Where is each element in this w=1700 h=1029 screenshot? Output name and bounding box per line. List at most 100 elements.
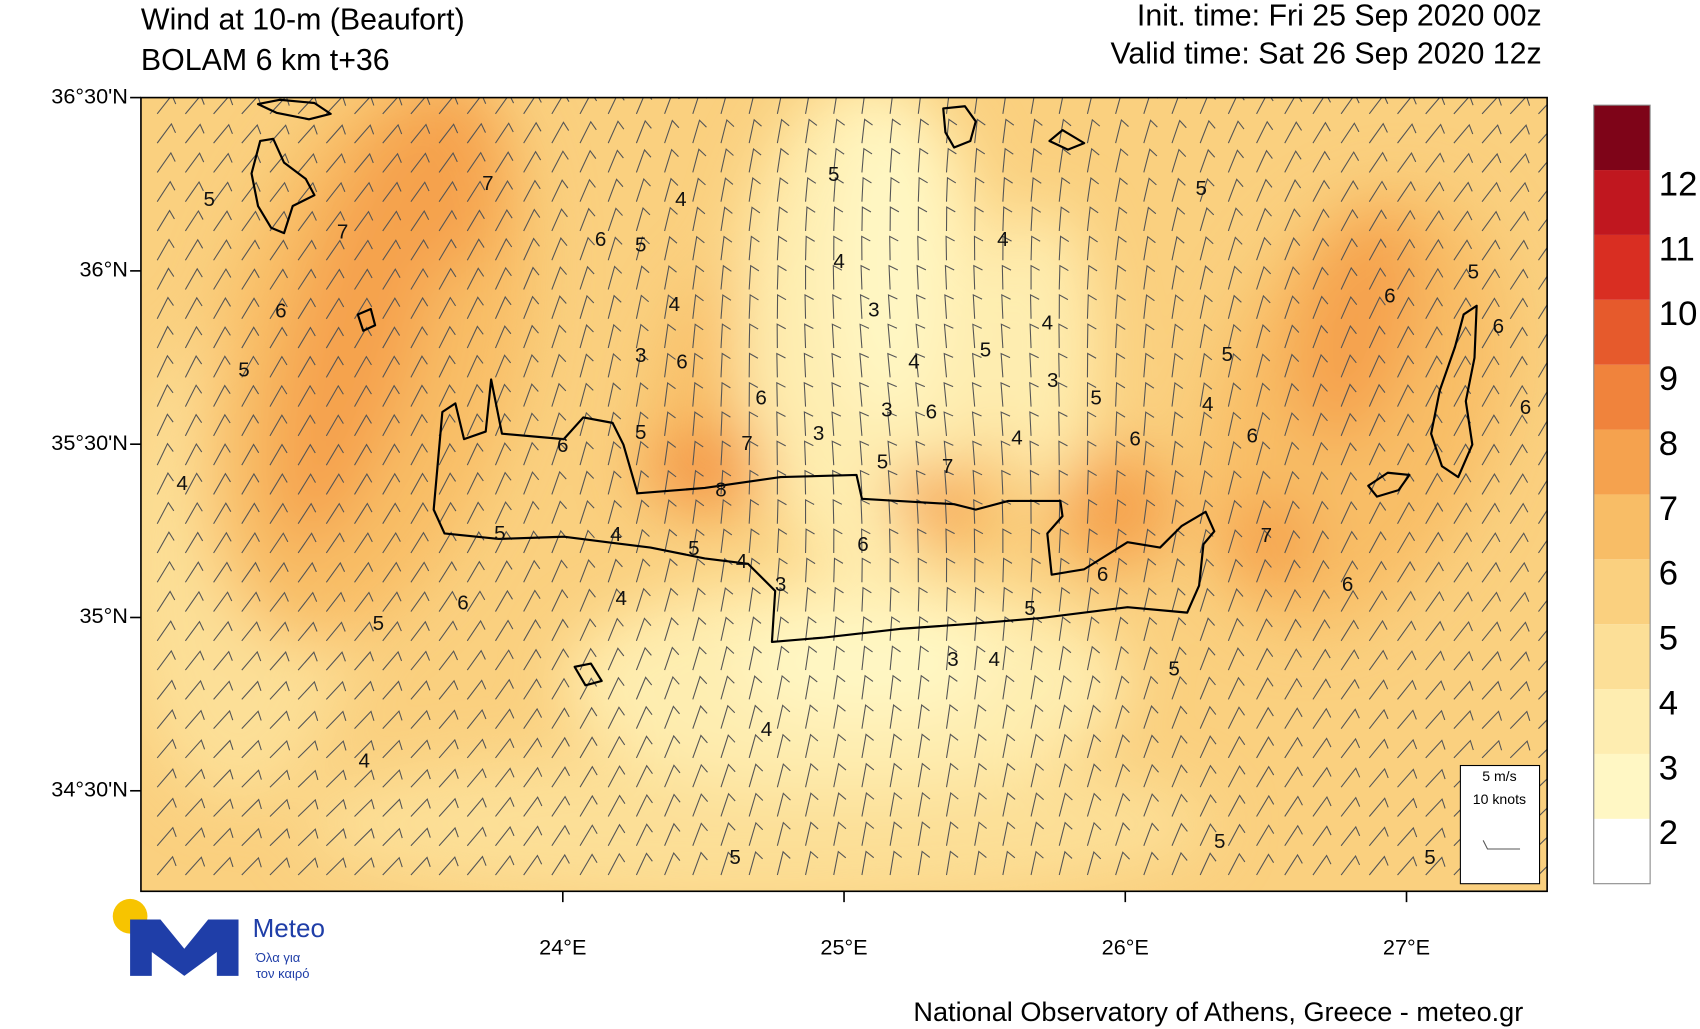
contour-label: 4: [1202, 393, 1213, 416]
wind-barb: [861, 528, 871, 554]
wind-barb: [1368, 679, 1389, 700]
wind-barb: [805, 206, 816, 231]
wind-barb: [438, 590, 458, 612]
wind-barb: [1425, 768, 1446, 788]
wind-barb: [748, 498, 760, 524]
wind-barb: [354, 651, 375, 671]
wind-barb: [776, 177, 789, 202]
wind-barb: [1030, 674, 1044, 700]
contour-label: 6: [857, 533, 868, 556]
wind-barb: [579, 736, 598, 759]
wind-barb: [354, 443, 373, 466]
wind-barb: [1312, 737, 1332, 759]
wind-barb: [1227, 149, 1244, 173]
wind-barb: [664, 734, 681, 759]
wind-barb: [579, 207, 596, 232]
wind-barb: [382, 384, 400, 407]
wind-barb: [833, 616, 845, 641]
wind-barb: [972, 469, 983, 495]
wind-barb: [184, 209, 204, 232]
wind-barb: [1086, 704, 1101, 729]
wind-barb: [325, 532, 345, 554]
wind-barb: [1538, 689, 1548, 700]
wind-barb: [1256, 647, 1274, 671]
wind-barb: [1284, 97, 1303, 115]
colorbar-box: [1593, 753, 1651, 819]
wind-barb: [1368, 354, 1386, 378]
wind-barb: [607, 236, 623, 261]
wind-barb: [1425, 531, 1444, 554]
wind-barb: [861, 118, 873, 144]
wind-barb: [1227, 207, 1243, 232]
wind-barb: [1171, 440, 1184, 466]
wind-barb: [438, 797, 459, 817]
wind-barb: [1029, 469, 1040, 495]
wind-barb: [1171, 851, 1188, 876]
wind-barb: [269, 561, 289, 583]
wind-barb: [1256, 207, 1272, 232]
wind-barb: [354, 239, 373, 261]
wind-barb: [354, 532, 373, 554]
wind-barb: [917, 118, 930, 144]
wind-barb: [269, 769, 291, 788]
wind-barb: [944, 264, 955, 290]
wind-barb: [889, 762, 903, 788]
wind-barb: [466, 471, 484, 495]
wind-barb: [410, 210, 430, 232]
wind-barb: [354, 355, 372, 378]
wind-barb: [1397, 442, 1415, 466]
wind-barb: [1312, 383, 1328, 407]
wind-barb: [945, 528, 955, 554]
wind-barb: [607, 470, 622, 495]
wind-barb: [495, 708, 515, 729]
contour-label: 5: [1214, 830, 1225, 853]
wind-barb: [607, 499, 622, 524]
wind-barb: [466, 560, 485, 583]
wind-barb: [1227, 529, 1243, 554]
wind-barb: [607, 676, 625, 700]
wind-barb: [833, 557, 844, 583]
wind-barb: [1481, 502, 1501, 525]
wind-barb: [1058, 821, 1073, 846]
y-tick-label: 34°30'N: [51, 777, 128, 802]
wind-barb: [776, 381, 786, 407]
wind-barb: [466, 413, 484, 437]
wind-barb: [523, 796, 543, 817]
wind-barb: [1143, 264, 1156, 290]
wind-barb: [1199, 236, 1214, 261]
wind-barb: [635, 587, 651, 612]
wind-barb: [748, 264, 760, 290]
wind-barb: [410, 152, 430, 173]
wind-barbs: [156, 97, 1548, 876]
wind-barb: [776, 294, 787, 319]
wind-barb: [1340, 295, 1358, 320]
wind-barb: [466, 708, 487, 729]
wind-barb: [692, 352, 704, 378]
wind-barb: [156, 826, 177, 847]
wind-barb: [917, 586, 928, 612]
wind-barb: [1312, 618, 1331, 642]
wind-barb: [1143, 587, 1157, 612]
shade-region: [406, 97, 505, 272]
wind-barb: [213, 768, 234, 788]
wind-barb: [241, 769, 262, 788]
wind-barb: [664, 381, 676, 407]
wind-barb: [579, 120, 597, 144]
wind-barb: [1509, 297, 1529, 320]
wind-barb: [748, 147, 762, 173]
wind-barb: [1002, 235, 1012, 261]
wind-barb: [1171, 264, 1185, 290]
wind-barb: [945, 674, 958, 700]
wind-barb: [1143, 352, 1155, 378]
wind-barb: [325, 239, 345, 261]
wind-barb: [945, 616, 957, 641]
wind-barb: [551, 500, 568, 524]
wind-barb: [438, 267, 457, 290]
wind-barb: [523, 353, 539, 378]
wind-barb: [776, 792, 791, 817]
contour-label: 5: [238, 358, 249, 381]
wind-barb: [776, 586, 789, 612]
wind-barb: [1030, 97, 1035, 114]
wind-barb: [748, 469, 759, 495]
wind-barb: [1538, 246, 1548, 261]
